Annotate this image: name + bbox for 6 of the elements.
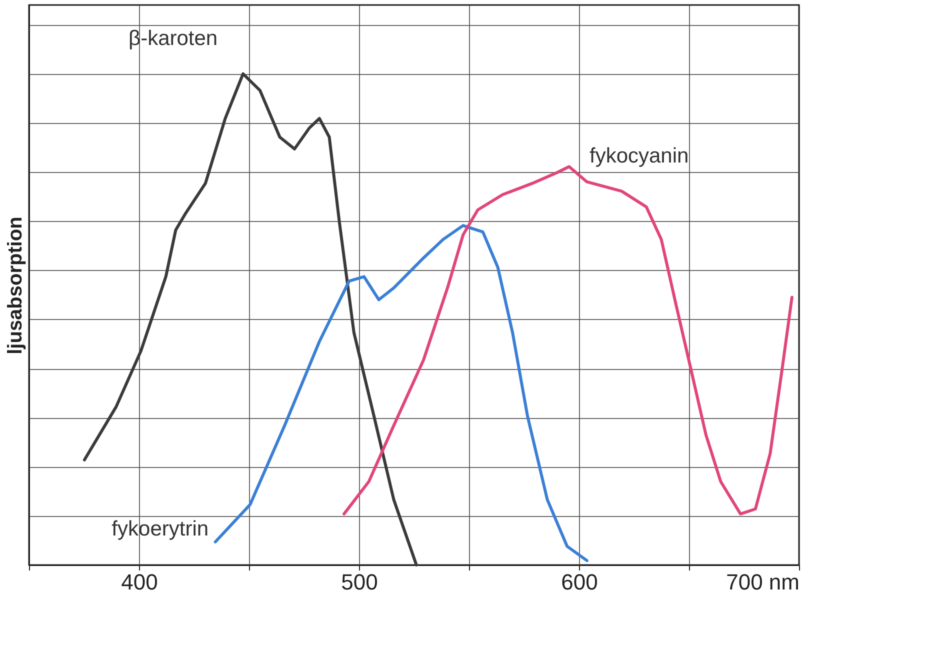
x-tick-label: 700 nm — [726, 570, 800, 594]
x-tick-label: 400 — [121, 570, 158, 594]
x-tick-label: 600 — [561, 570, 598, 594]
series-label: fykocyanin — [589, 144, 689, 168]
y-axis-title: ljusabsorption — [4, 216, 26, 354]
x-tick-label: 500 — [341, 570, 378, 594]
